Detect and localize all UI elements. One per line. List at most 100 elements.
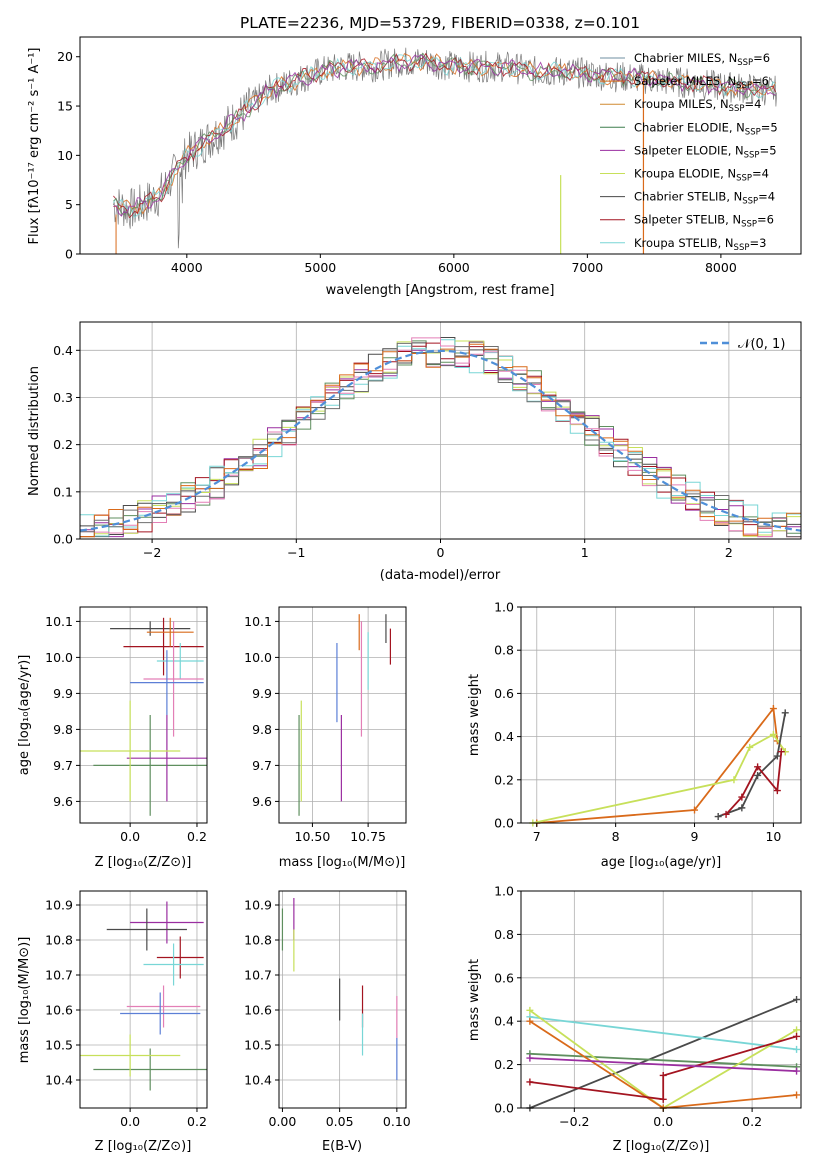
mass-extinction-errorbars: [281, 898, 398, 1080]
weight-marker: [773, 752, 781, 760]
weight-marker: [793, 1032, 801, 1040]
y-tick-label: 9.9: [252, 686, 272, 701]
weight-marker: [754, 771, 762, 779]
y-tick-label: 9.8: [252, 722, 272, 737]
weight-marker: [793, 1091, 801, 1099]
y-tick-label: 0.4: [53, 343, 73, 358]
legend-label: Chabrier ELODIE, NSSP=5: [634, 120, 778, 137]
y-tick-label: 1.0: [494, 600, 514, 615]
age-mass-errorbars: [298, 614, 392, 816]
x-tick-label: −0.2: [559, 1114, 589, 1129]
weight-marker: [659, 1095, 667, 1103]
y-tick-label: 1.0: [494, 884, 514, 899]
y-tick-label: 0.4: [494, 1014, 514, 1029]
y-tick-label: 10.5: [45, 1038, 73, 1053]
y-tick-label: 0.6: [494, 686, 514, 701]
x-tick-label: 0.2: [187, 1114, 207, 1129]
y-tick-label: 0.8: [494, 643, 514, 658]
y-tick-label: 10.0: [45, 650, 73, 665]
y-tick-label: 9.7: [53, 758, 73, 773]
y-tick-label: 0.1: [53, 484, 73, 499]
p7-xlabel: E(B-V): [322, 1139, 362, 1154]
x-tick-label: 10.50: [295, 829, 331, 844]
spectrum-xlabel: wavelength [Angstrom, rest frame]: [326, 283, 555, 298]
y-tick-label: 0.3: [53, 390, 73, 405]
weight-metallicity-lines: [526, 996, 801, 1112]
x-tick-label: 9: [691, 829, 699, 844]
y-tick-label: 0.0: [494, 1101, 514, 1116]
y-tick-label: 9.6: [252, 794, 272, 809]
p3-xlabel: Z [log₁₀(Z/Z⊙)]: [95, 855, 192, 870]
legend-label: Salpeter ELODIE, NSSP=5: [634, 143, 777, 160]
weight-marker: [730, 776, 738, 784]
model-spectrum: [113, 54, 776, 219]
weight-marker: [659, 1071, 667, 1079]
y-tick-label: 9.9: [53, 686, 73, 701]
y-tick-label: 0.2: [494, 1057, 514, 1072]
weight-marker: [738, 804, 746, 812]
weight-line: [529, 1035, 797, 1101]
y-tick-label: 10.4: [45, 1073, 73, 1088]
age-vs-mass-panel: 10.50 10.75 9.6 9.7 9.8 9.9 10.0 10.1 mass [log…: [244, 606, 407, 870]
p8-xlabel: Z [log₁₀(Z/Z⊙)]: [613, 1139, 710, 1154]
weight-marker: [526, 1017, 534, 1025]
spectrum-legend: Chabrier MILES, NSSP=6 Salpeter MILES, NS…: [600, 51, 778, 253]
x-tick-label: 6000: [438, 260, 470, 275]
x-tick-label: 10.75: [350, 829, 386, 844]
weight-marker: [526, 1078, 534, 1086]
p5-xlabel: age [log₁₀(age/yr)]: [601, 855, 722, 870]
spectrum-ylabel: Flux [fλ10⁻¹⁷ erg cm⁻² s⁻¹ A⁻¹]: [27, 48, 42, 245]
weight-marker: [691, 806, 699, 814]
p6-xlabel: Z [log₁₀(Z/Z⊙)]: [95, 1139, 192, 1154]
weight-marker: [722, 810, 730, 818]
model-spectrum: [113, 54, 776, 217]
legend-label: Salpeter MILES, NSSP=6: [634, 74, 769, 91]
legend-label: Chabrier STELIB, NSSP=4: [634, 190, 775, 207]
y-tick-label: 9.6: [53, 794, 73, 809]
weight-marker: [781, 709, 789, 717]
weight-vs-metallicity-panel: −0.2 0.0 0.2 0.0 0.2 0.4 0.6 0.8 1.0 Z [log₁₀(Z/…: [467, 884, 802, 1154]
weight-marker: [793, 1045, 801, 1053]
y-tick-label: 0.4: [494, 729, 514, 744]
y-tick-label: 10: [57, 148, 73, 163]
legend-label: Chabrier MILES, NSSP=6: [634, 51, 770, 68]
p6-ylabel: mass [log₁₀(M/M⊙)]: [17, 937, 32, 1064]
y-tick-label: 10.0: [244, 650, 272, 665]
residual-axes: −2 −1 0 1 2 0.0 0.1 0.2 0.3 0.4: [53, 343, 733, 560]
legend-label: Kroupa ELODIE, NSSP=4: [634, 167, 769, 184]
y-tick-label: 0.6: [494, 970, 514, 985]
weight-marker: [793, 1067, 801, 1075]
y-tick-label: 10.9: [244, 898, 272, 913]
x-tick-label: 7: [533, 829, 541, 844]
y-tick-label: 0: [65, 247, 73, 262]
age-metallicity-errorbars: [80, 617, 207, 816]
y-tick-label: 0.0: [494, 816, 514, 831]
y-tick-label: 0.0: [53, 532, 73, 547]
weight-line: [529, 998, 797, 1109]
y-tick-label: 15: [57, 99, 73, 114]
weight-line: [529, 1016, 797, 1051]
residual-panel: −2 −1 0 1 2 0.0 0.1 0.2 0.3 0.4 𝒩(0, 1) (data-mod…: [27, 321, 802, 583]
y-tick-label: 10.4: [244, 1073, 272, 1088]
x-tick-label: 1: [581, 545, 589, 560]
residual-legend: 𝒩(0, 1): [700, 337, 785, 352]
y-tick-label: 9.8: [53, 722, 73, 737]
x-tick-label: 10: [765, 829, 781, 844]
x-tick-label: 7000: [571, 260, 603, 275]
y-tick-label: 9.7: [252, 758, 272, 773]
mass-vs-extinction-panel: 0.00 0.05 0.10 10.4 10.5 10.6 10.7 10.8 10.9 E(B…: [244, 890, 411, 1154]
x-tick-label: 0.0: [653, 1114, 673, 1129]
y-tick-label: 10.8: [45, 933, 73, 948]
weight-line: [529, 1057, 797, 1072]
legend-label: Kroupa STELIB, NSSP=3: [634, 236, 766, 253]
weight-marker: [714, 813, 722, 821]
x-tick-label: 0.00: [269, 1114, 297, 1129]
model-spectrum: [113, 52, 777, 219]
residual-histogram: [79, 343, 801, 539]
y-tick-label: 10.5: [244, 1038, 272, 1053]
x-tick-label: 0.05: [326, 1114, 354, 1129]
x-tick-label: 4000: [171, 260, 203, 275]
weight-marker: [754, 763, 762, 771]
y-tick-label: 10.1: [45, 614, 73, 629]
